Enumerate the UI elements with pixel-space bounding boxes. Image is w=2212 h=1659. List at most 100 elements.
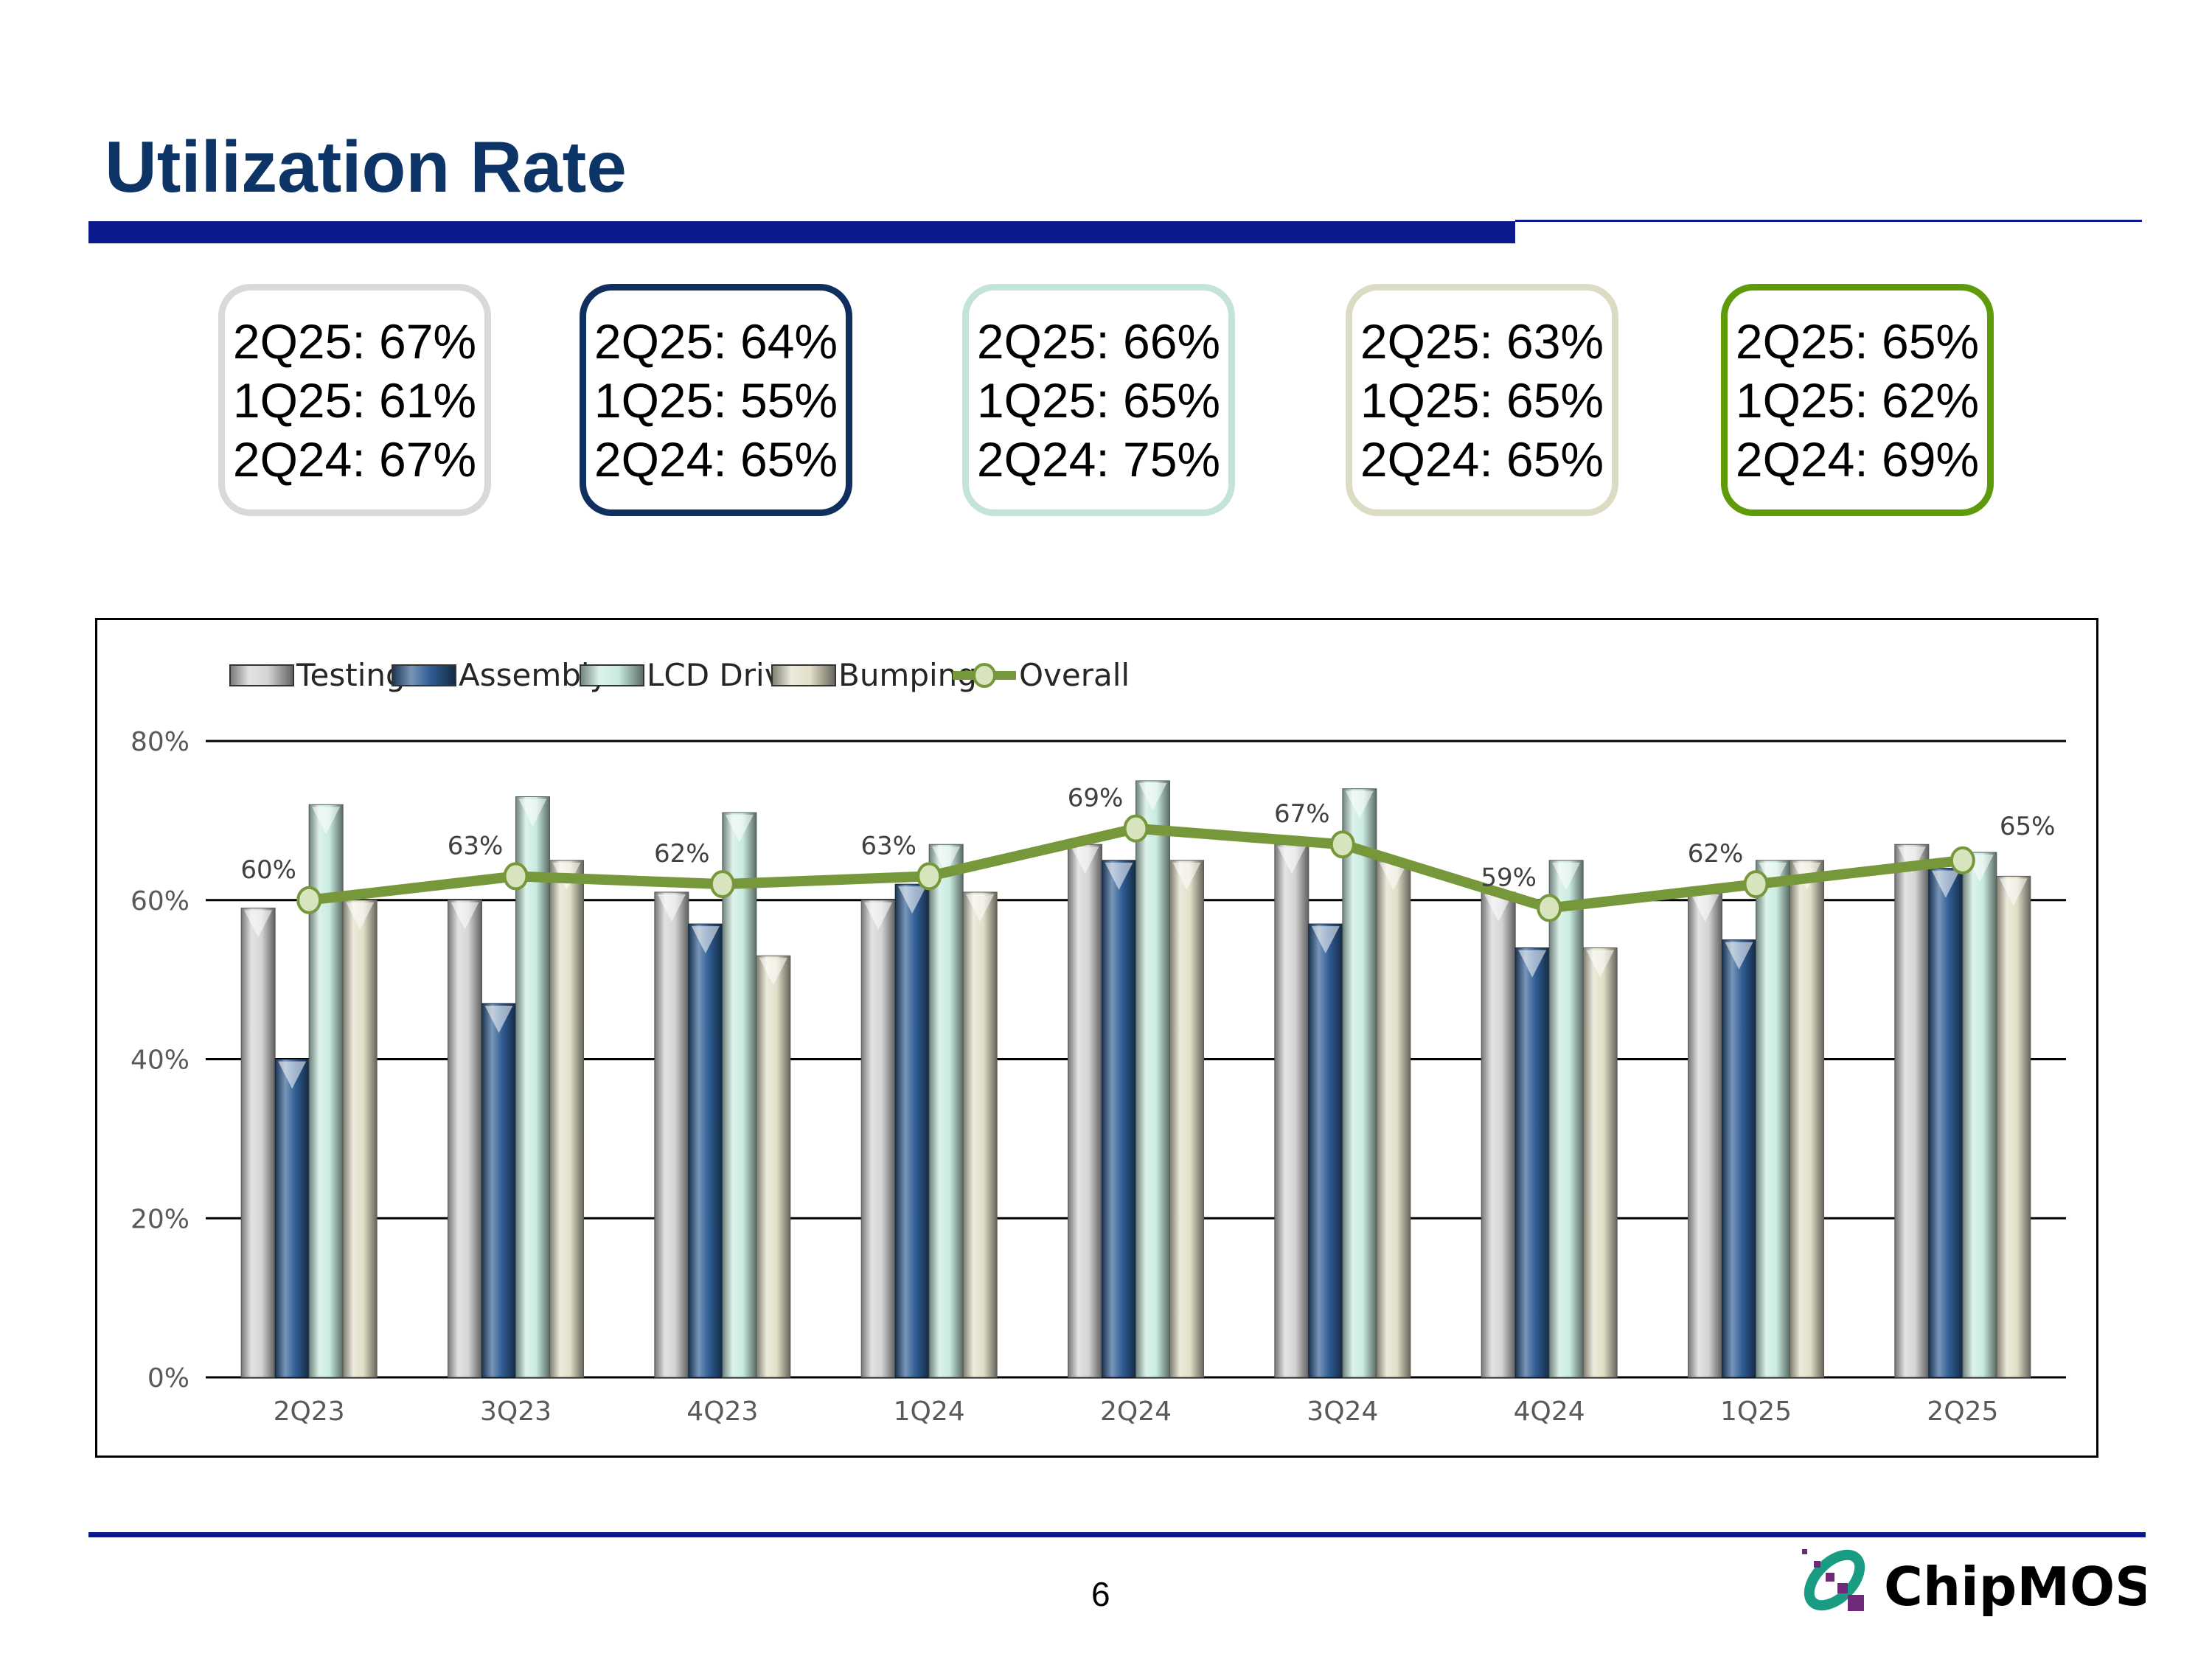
bar-bumping <box>342 900 378 1378</box>
bar-highlight <box>1691 894 1719 922</box>
overall-marker <box>1950 846 1975 874</box>
x-tick-label: 2Q25 <box>1927 1397 1998 1427</box>
bar-highlight <box>1277 846 1306 874</box>
bar-highlight <box>1518 950 1547 978</box>
overall-marker <box>917 862 942 891</box>
bar-testing <box>448 900 482 1378</box>
title-underline <box>88 221 1515 243</box>
data-label: 63% <box>860 831 917 860</box>
bar-lcd-driver <box>1548 860 1584 1378</box>
kpi-line: 2Q24: 75% <box>976 431 1221 487</box>
bar-highlight <box>1172 862 1201 890</box>
data-label: 62% <box>654 839 710 869</box>
bar-highlight <box>1345 790 1374 818</box>
bar-lcd-driver <box>1962 852 1997 1378</box>
bar-bumping <box>1790 860 1824 1378</box>
bar-assembly <box>1928 868 1964 1378</box>
kpi-line: 2Q25: 64% <box>594 313 838 369</box>
bar-highlight <box>966 894 995 922</box>
bar-bumping <box>962 891 998 1378</box>
bar-assembly <box>1308 923 1343 1378</box>
page-number: 6 <box>1091 1575 1110 1613</box>
kpi-box-overall: 2Q25: 65% 1Q25: 62% 2Q24: 69% <box>1721 284 1994 516</box>
data-label: 62% <box>1688 839 1744 869</box>
bar-highlight <box>1759 862 1787 890</box>
x-tick-label: 4Q24 <box>1514 1397 1585 1427</box>
legend-marker <box>973 663 996 688</box>
y-tick-label: 80% <box>131 727 189 757</box>
chart-svg: 0% 20% 40% 60% 80% 2Q23 3Q23 4Q23 1Q24 2Q24 3Q24 4Q… <box>131 657 2066 1427</box>
bar-highlight <box>1931 870 1960 898</box>
bar-assembly <box>1102 860 1136 1378</box>
overall-marker <box>503 862 529 891</box>
bar-highlight <box>244 910 273 938</box>
y-tick-label: 60% <box>131 886 189 917</box>
bar-testing <box>1274 844 1310 1378</box>
bar-highlight <box>932 846 961 874</box>
bar-testing <box>1068 844 1102 1378</box>
bar-assembly <box>274 1059 310 1378</box>
bar-highlight <box>312 807 341 835</box>
bar-testing <box>654 891 689 1378</box>
kpi-line: 2Q24: 65% <box>594 431 838 487</box>
data-label: 63% <box>448 831 504 860</box>
data-label: 67% <box>1274 799 1330 829</box>
bar-lcd-driver <box>1342 788 1377 1378</box>
data-label: 60% <box>240 855 296 885</box>
bar-bumping <box>549 860 584 1378</box>
bar-testing <box>1894 844 1930 1378</box>
bar-highlight <box>1311 926 1340 954</box>
bar-highlight <box>346 902 375 930</box>
bar-bumping <box>1169 860 1204 1378</box>
bar-highlight <box>759 958 787 986</box>
bar-testing <box>860 900 896 1378</box>
bar-highlight <box>657 894 686 922</box>
kpi-line: 2Q25: 65% <box>1735 313 1980 369</box>
y-tick-label: 20% <box>131 1204 189 1234</box>
bar-highlight <box>725 815 754 843</box>
kpi-line: 2Q25: 67% <box>232 313 477 369</box>
bar-highlight <box>1071 846 1099 874</box>
bar-testing <box>240 908 276 1378</box>
overall-marker <box>1329 830 1355 859</box>
kpi-line: 1Q25: 65% <box>976 372 1221 428</box>
kpi-box-bumping: 2Q25: 63% 1Q25: 65% 2Q24: 65% <box>1346 284 1618 516</box>
chipmos-logo: ChipMOS <box>1799 1545 2153 1633</box>
y-tick-label: 40% <box>131 1046 189 1076</box>
legend-label: Testing <box>296 657 406 693</box>
bar-highlight <box>484 1005 513 1033</box>
kpi-line: 1Q25: 62% <box>1735 372 1980 428</box>
kpi-line: 2Q24: 65% <box>1360 431 1604 487</box>
data-label: 65% <box>2000 812 2056 841</box>
bar-assembly <box>688 923 723 1378</box>
footer-divider <box>88 1532 2146 1537</box>
bar-highlight <box>1725 942 1753 970</box>
kpi-box-lcd-driver: 2Q25: 66% 1Q25: 65% 2Q24: 75% <box>962 284 1235 516</box>
bar-highlight <box>518 799 547 827</box>
bar-lcd-driver <box>928 844 964 1378</box>
bar-lcd-driver <box>1135 780 1170 1378</box>
bar-bumping <box>1376 860 1411 1378</box>
kpi-line: 1Q25: 55% <box>594 372 838 428</box>
legend-swatch <box>229 664 294 686</box>
x-tick-label: 1Q25 <box>1720 1397 1792 1427</box>
bar-highlight <box>1105 862 1133 890</box>
y-tick-label: 0% <box>147 1363 189 1394</box>
legend-swatch <box>392 664 456 686</box>
bar-assembly <box>1722 939 1756 1378</box>
overall-marker <box>296 886 322 914</box>
bar-highlight <box>1999 878 2028 906</box>
title-underline-thin <box>1515 220 2142 222</box>
bar-highlight <box>691 926 720 954</box>
kpi-box-testing: 2Q25: 67% 1Q25: 61% 2Q24: 67% <box>218 284 491 516</box>
kpi-line: 1Q25: 65% <box>1360 372 1604 428</box>
page-title: Utilization Rate <box>105 126 627 207</box>
bar-highlight <box>451 902 479 930</box>
x-tick-label: 3Q24 <box>1307 1397 1378 1427</box>
bar-assembly <box>894 883 930 1378</box>
legend-swatch <box>771 664 836 686</box>
x-tick-label: 1Q24 <box>894 1397 965 1427</box>
bar-highlight <box>898 886 927 914</box>
bar-highlight <box>1897 846 1926 874</box>
